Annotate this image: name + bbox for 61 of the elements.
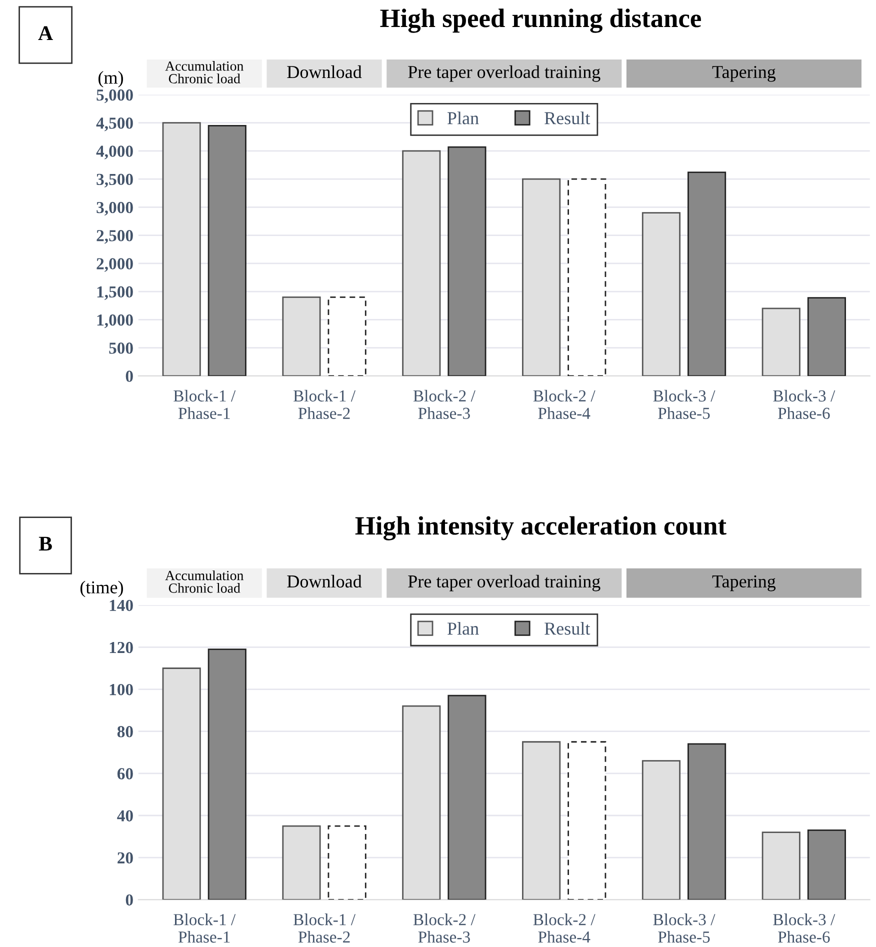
legend-label: Result [544, 112, 590, 124]
y-tick-label: 3,000 [96, 202, 133, 216]
bar [807, 830, 846, 900]
x-tick-label: Block-2 / Phase-3 [413, 914, 476, 943]
y-tick-label: 0 [126, 370, 133, 382]
text: Tapering [712, 66, 776, 82]
y-tick-label: 40 [117, 810, 133, 822]
y-tick-label: 2,500 [96, 230, 133, 244]
text: Pre taper overload training [408, 574, 600, 592]
text: B [38, 536, 52, 551]
y-tick-label: 60 [117, 768, 133, 780]
bar [568, 741, 606, 900]
bar [328, 825, 366, 900]
y-tick-label: 140 [110, 600, 133, 612]
bar [568, 178, 606, 376]
bar [688, 172, 726, 376]
y-tick-label: 4,000 [96, 146, 133, 160]
bar [688, 743, 726, 900]
x-tick-label: Block-1 / Phase-2 [294, 914, 356, 943]
legend-label: Result [544, 622, 590, 635]
text: Accumulation Chronic load [165, 61, 244, 84]
x-tick-label: Block-3 / Phase-5 [653, 390, 716, 420]
y-tick-label: 4,500 [96, 118, 133, 132]
bar [328, 296, 366, 376]
legend-label: Plan [447, 622, 479, 635]
text: Download [287, 574, 362, 588]
text: Download [287, 65, 362, 78]
bar [208, 124, 246, 376]
y-tick-label: 500 [109, 342, 133, 354]
x-tick-label: Block-1 / Phase-1 [174, 390, 236, 420]
y-tick-label: 20 [118, 852, 133, 864]
bar [448, 146, 486, 376]
x-tick-label: Block-3 / Phase-6 [773, 390, 836, 420]
y-axis-title: (m) [98, 71, 123, 88]
y-tick-label: 80 [117, 726, 133, 738]
text: A [38, 26, 53, 40]
y-tick-label: 3,500 [96, 174, 133, 188]
x-tick-label: Block-2 / Phase-4 [533, 390, 596, 420]
chart-title: High intensity acceleration count [355, 516, 726, 540]
legend-label: Plan [447, 112, 479, 124]
y-tick-label: 120 [110, 642, 133, 654]
x-tick-label: Block-1 / Phase-1 [174, 914, 236, 943]
bar [807, 297, 846, 376]
chart-title: High speed running distance [380, 8, 701, 33]
x-tick-label: Block-2 / Phase-3 [413, 390, 476, 420]
x-tick-label: Block-3 / Phase-6 [773, 914, 836, 943]
y-tick-label: 2,000 [96, 258, 133, 272]
text: Tapering [712, 575, 776, 592]
y-tick-label: 5,000 [96, 89, 133, 104]
bar [208, 648, 246, 900]
text: Accumulation Chronic load [165, 570, 244, 593]
text: Pre taper overload training [408, 65, 600, 82]
y-tick-label: 0 [126, 894, 133, 906]
y-axis-title: (time) [80, 580, 123, 598]
y-tick-label: 1,000 [97, 314, 133, 328]
bar [448, 694, 486, 900]
y-tick-label: 1,500 [97, 286, 133, 300]
x-tick-label: Block-2 / Phase-4 [533, 914, 596, 943]
x-tick-label: Block-3 / Phase-5 [653, 914, 716, 943]
x-tick-label: Block-1 / Phase-2 [294, 390, 356, 420]
y-tick-label: 100 [110, 684, 133, 696]
